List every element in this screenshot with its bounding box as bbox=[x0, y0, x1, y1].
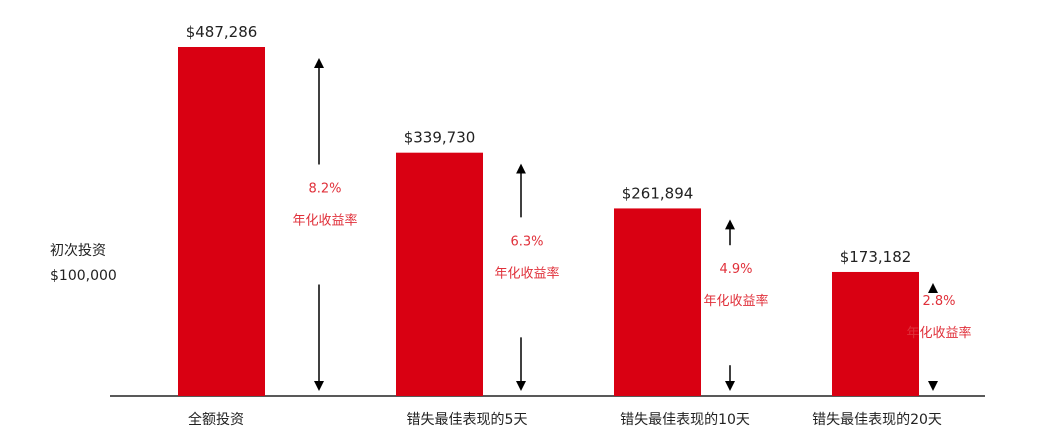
annualized-return-1: 8.2% bbox=[308, 182, 341, 197]
value-label-4: $173,182 bbox=[840, 248, 912, 266]
initial-investment-value: $100,000 bbox=[50, 268, 117, 284]
category-label-3: 错失最佳表现的10天 bbox=[620, 412, 750, 428]
annualized-return-label-4: 年化收益率 bbox=[906, 325, 971, 341]
category-label-4: 错失最佳表现的20天 bbox=[812, 412, 942, 428]
annualized-return-4: 2.8% bbox=[922, 294, 955, 309]
category-label-2: 错失最佳表现的5天 bbox=[407, 412, 528, 428]
annualized-return-3: 4.9% bbox=[719, 262, 752, 277]
initial-investment-label: 初次投资 bbox=[50, 242, 106, 259]
annualized-return-label-2: 年化收益率 bbox=[494, 265, 559, 281]
bar-4 bbox=[832, 271, 919, 396]
category-label-1: 全额投资 bbox=[188, 411, 244, 428]
value-label-2: $339,730 bbox=[404, 129, 476, 147]
bar-3 bbox=[614, 208, 701, 396]
value-label-3: $261,894 bbox=[622, 184, 694, 202]
annualized-return-label-3: 年化收益率 bbox=[703, 293, 768, 309]
bar-2 bbox=[396, 152, 483, 396]
bar-1 bbox=[178, 47, 265, 396]
annualized-return-2: 6.3% bbox=[510, 234, 543, 249]
value-label-1: $487,286 bbox=[186, 23, 258, 41]
annualized-return-label-1: 年化收益率 bbox=[292, 213, 357, 229]
